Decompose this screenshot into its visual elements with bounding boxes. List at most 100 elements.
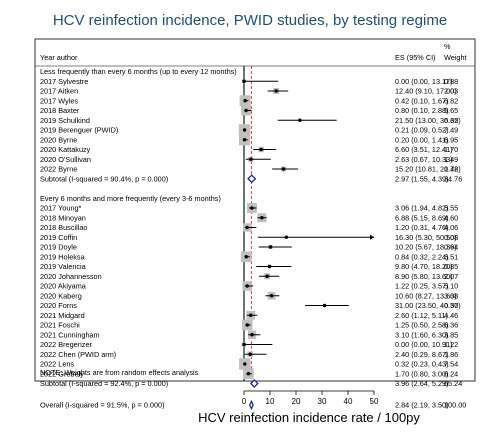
study-weight: 0.32 [444, 116, 458, 125]
point-estimate [242, 79, 246, 83]
study-label: 2017 Aitken [40, 87, 78, 96]
study-es: 0.21 (0.09, 0.52) [395, 126, 449, 135]
group-heading: Every 6 months and more frequently (ever… [40, 194, 221, 203]
study-weight: 4.60 [444, 213, 458, 222]
study-weight: 4.06 [444, 223, 458, 232]
study-es: 10.60 (8.27, 13.60) [395, 291, 457, 300]
study-weight: 6.82 [444, 96, 458, 105]
x-tick-label: 50 [370, 397, 379, 406]
study-label: 2020 Kattakuzy [40, 145, 91, 154]
study-weight: 6.51 [444, 252, 458, 261]
point-estimate [245, 284, 249, 288]
study-label: 2022 Lens [40, 360, 74, 369]
point-estimate [268, 245, 273, 249]
study-es: 2.40 (0.29, 8.67) [395, 350, 449, 359]
study-label: 2020 Forns [40, 301, 77, 310]
study-label: 2019 Valencia [40, 262, 87, 271]
study-weight: 2.07 [444, 272, 458, 281]
study-es: 31.00 (23.50, 40.30) [395, 301, 461, 310]
study-es: 2.63 (0.67, 10.33) [395, 155, 453, 164]
point-estimate [265, 274, 269, 278]
subtotal-diamond [247, 174, 257, 184]
study-es: 10.20 (5.67, 18.36) [395, 243, 457, 252]
point-estimate [281, 167, 286, 171]
point-estimate [259, 147, 263, 152]
ci-arrow [370, 234, 374, 240]
point-estimate [269, 294, 274, 298]
study-label: 2021 Midgard [40, 311, 85, 320]
x-tick-label: 0 [242, 397, 247, 406]
study-weight: 4.46 [444, 311, 458, 320]
point-estimate [244, 255, 248, 259]
study-weight: 6.95 [444, 135, 458, 144]
point-estimate [249, 313, 253, 317]
study-weight: 1.86 [444, 350, 458, 359]
x-tick-label: 10 [266, 397, 275, 406]
header-es: ES (95% CI) [395, 53, 436, 62]
study-es: 3.06 (1.94, 4.82) [395, 204, 449, 213]
point-estimate [274, 89, 278, 93]
point-estimate [322, 303, 327, 308]
study-weight: 1.42 [444, 165, 458, 174]
study-es: 0.32 (0.23, 0.43) [395, 360, 449, 369]
overall-diamond [248, 399, 254, 411]
subtotal-label: Subtotal (I-squared = 92.4%, p = 0.000) [40, 379, 168, 388]
study-es: 0.20 (0.00, 1.41) [395, 135, 449, 144]
study-es: 0.42 (0.10, 1.67) [395, 96, 449, 105]
point-estimate [243, 362, 247, 366]
study-label: 2020 Johannesson [40, 272, 102, 281]
study-label: 2019 Schulkind [40, 116, 90, 125]
study-label: 2019 Coffin [40, 233, 77, 242]
point-estimate [249, 157, 253, 161]
study-weight: 1.22 [444, 340, 458, 349]
study-es: 21.50 (13.00, 35.65) [395, 116, 461, 125]
header-weight: Weight [444, 53, 467, 62]
study-label: 2021 Cunningham [40, 330, 100, 339]
study-label: 2018 Buscillao [40, 223, 87, 232]
study-label: 2022 Grebely [40, 369, 84, 378]
study-es: 12.40 (9.10, 17.00) [395, 87, 457, 96]
point-estimate [242, 342, 246, 347]
overall-es: 2.84 (2.19, 3.50) [395, 401, 449, 410]
x-tick-label: 20 [292, 397, 301, 406]
forest-rows: Less frequently than every 6 months (up … [40, 67, 466, 411]
study-es: 0.80 (0.10, 2.88) [395, 106, 449, 115]
study-weight: 0.94 [444, 243, 458, 252]
study-es: 8.90 (5.80, 13.60) [395, 272, 453, 281]
study-label: 2017 Young* [40, 204, 82, 213]
point-estimate [244, 108, 248, 113]
subtotal-weight: 34.76 [444, 174, 462, 183]
study-label: 2021 Foschi [40, 321, 80, 330]
point-estimate [245, 225, 249, 230]
study-es: 15.20 (10.81, 20.78) [395, 165, 461, 174]
study-weight: 6.36 [444, 321, 458, 330]
point-estimate [243, 99, 247, 103]
study-label: 2020 Kaberg [40, 291, 82, 300]
x-axis: 0 10 20 30 40 50 [242, 390, 379, 406]
x-tick-label: 30 [318, 397, 327, 406]
group-heading: Less frequently than every 6 months (up … [40, 67, 237, 76]
study-es: 2.60 (1.12, 5.11) [395, 311, 448, 320]
x-tick-label: 40 [344, 397, 353, 406]
point-estimate [298, 118, 302, 122]
point-estimate [242, 138, 247, 142]
study-label: 2020 O'Sullivan [40, 155, 91, 164]
chart-title: HCV reinfection incidence, PWID studies,… [53, 12, 447, 29]
point-estimate [260, 216, 264, 220]
x-axis-label: HCV reinfection incidence rate / 100py [198, 410, 420, 425]
study-weight: 6.24 [444, 369, 458, 378]
study-weight: 5.10 [444, 282, 458, 291]
subtotal-diamond [249, 378, 259, 389]
point-estimate [245, 323, 249, 327]
study-label: 2020 Akiyama [40, 282, 87, 291]
point-estimate [246, 372, 251, 376]
study-weight: 7.49 [444, 126, 458, 135]
point-estimate [248, 352, 252, 356]
overall-label: Overall (I-squared = 91.5%, p = 0.000) [40, 401, 165, 410]
study-es: 1.22 (0.25, 3.57) [395, 282, 449, 291]
study-es: 6.60 (3.51, 12.41) [395, 145, 453, 154]
study-weight: 0.88 [444, 77, 458, 86]
study-label: 2022 Bregenzer [40, 340, 92, 349]
study-weight: 0.08 [444, 233, 458, 242]
